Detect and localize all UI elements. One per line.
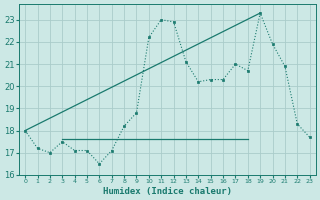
X-axis label: Humidex (Indice chaleur): Humidex (Indice chaleur) (103, 187, 232, 196)
